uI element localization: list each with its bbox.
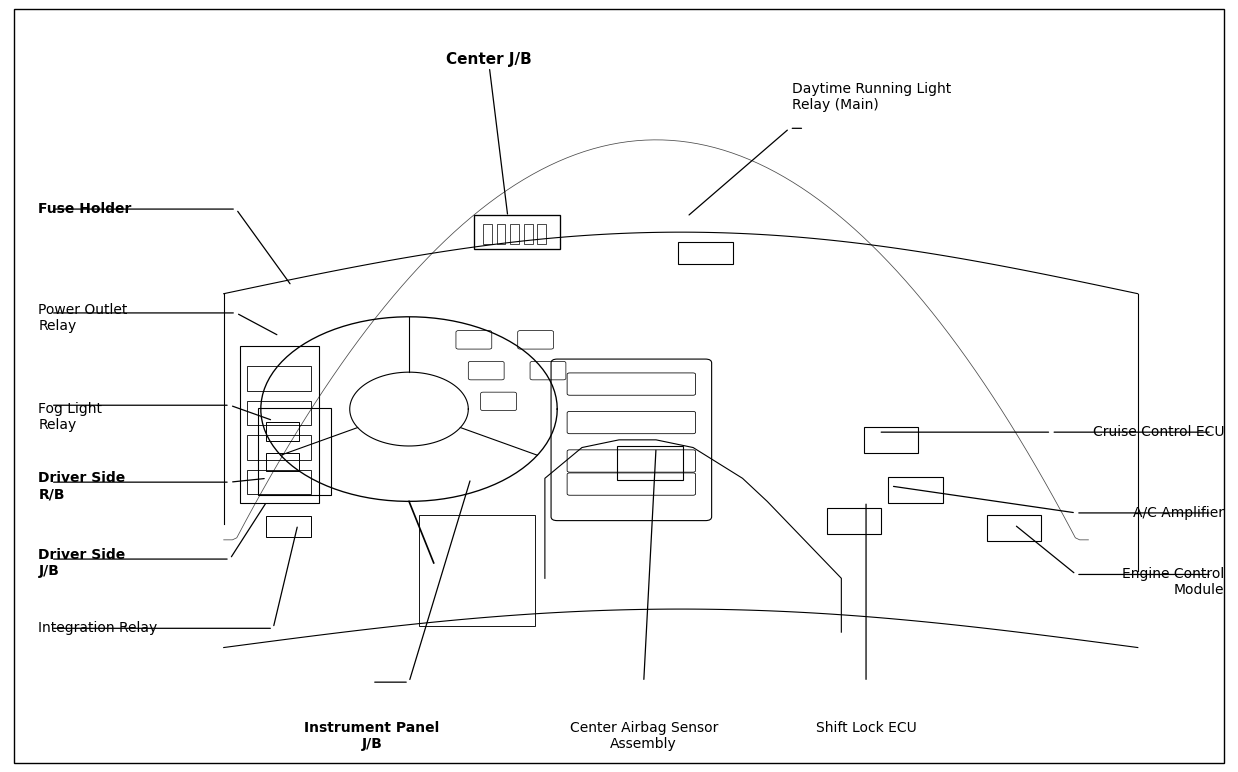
Bar	[483, 225, 491, 244]
Text: Driver Side
R/B: Driver Side R/B	[38, 471, 126, 501]
Text: Engine Control
Module: Engine Control Module	[1122, 567, 1224, 598]
Bar	[537, 225, 546, 244]
Text: Shift Lock ECU: Shift Lock ECU	[816, 720, 916, 735]
Text: Fog Light
Relay: Fog Light Relay	[38, 401, 103, 432]
Bar	[524, 225, 532, 244]
Text: A/C Amplifier: A/C Amplifier	[1133, 506, 1224, 520]
Text: Power Outlet
Relay: Power Outlet Relay	[38, 303, 128, 334]
Text: Integration Relay: Integration Relay	[38, 621, 157, 635]
Text: Instrument Panel
J/B: Instrument Panel J/B	[305, 720, 439, 751]
Text: Center Airbag Sensor
Assembly: Center Airbag Sensor Assembly	[569, 720, 718, 751]
Text: Cruise Control ECU: Cruise Control ECU	[1093, 425, 1224, 439]
Bar	[510, 225, 519, 244]
Bar	[496, 225, 505, 244]
Text: Daytime Running Light
Relay (Main): Daytime Running Light Relay (Main)	[792, 82, 951, 113]
Text: Driver Side
J/B: Driver Side J/B	[38, 548, 126, 578]
Text: Center J/B: Center J/B	[447, 52, 532, 66]
Text: Fuse Holder: Fuse Holder	[38, 202, 131, 216]
